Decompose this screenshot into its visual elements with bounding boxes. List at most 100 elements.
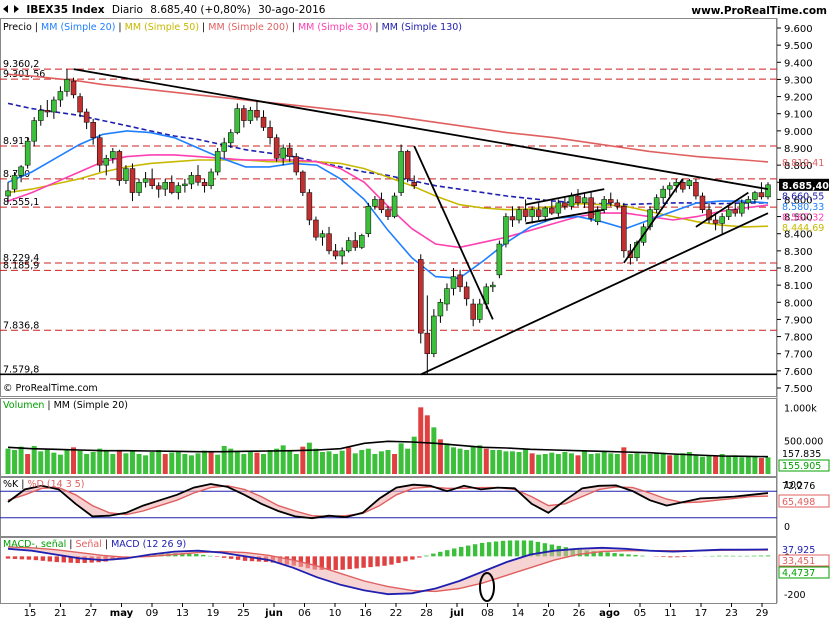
candle-body	[693, 182, 699, 197]
date-label: 06	[298, 608, 311, 619]
volume-bar	[110, 454, 116, 474]
macd-histogram-bar	[459, 546, 464, 557]
candle	[267, 120, 273, 145]
price-tick-label: 7.600	[784, 367, 813, 378]
candle	[306, 189, 313, 226]
stoch-tick-label: 0	[784, 522, 790, 533]
candle-body	[732, 209, 738, 214]
candle-body	[706, 209, 712, 221]
volume-bar	[660, 454, 666, 474]
volume-bar	[582, 451, 588, 474]
candle	[90, 118, 96, 145]
candle	[509, 206, 516, 227]
level-label: 8.555,1	[3, 197, 39, 208]
volume-bar	[483, 448, 489, 474]
candle-body	[581, 197, 588, 204]
candle-body	[286, 147, 293, 157]
stoch-d-box	[778, 494, 830, 508]
macd-histogram-bar	[61, 556, 66, 563]
candle-body	[123, 168, 129, 181]
volume-bar	[601, 450, 607, 474]
candle-body	[666, 185, 673, 190]
volume-bar	[162, 454, 168, 474]
prev-arrow-icon[interactable]	[3, 5, 8, 13]
candle-body	[247, 110, 254, 121]
macd-histogram-bar	[194, 554, 199, 557]
volume-bar	[359, 450, 365, 474]
macd-histogram-bar	[465, 545, 471, 557]
volume-bar	[490, 450, 496, 474]
stoch-k-line	[7, 483, 769, 520]
volume-bar	[588, 454, 594, 474]
candle	[332, 244, 339, 260]
volume-bar	[673, 454, 679, 474]
volume-bar	[182, 454, 188, 474]
candle-body	[313, 219, 319, 238]
macd-histogram-bar	[249, 556, 255, 562]
candle-body	[594, 209, 601, 222]
volume-bar	[627, 454, 633, 474]
candle-body	[221, 142, 227, 152]
volume-value-box	[778, 459, 830, 472]
candle-body	[319, 233, 326, 238]
macd-hist-value: 4,4737	[782, 568, 815, 579]
macd-histogram-bar	[382, 556, 387, 566]
date-label: may	[110, 608, 134, 619]
candle-body	[542, 207, 548, 217]
macd-histogram-bar	[208, 555, 213, 557]
candle-body	[391, 195, 398, 217]
candle	[208, 168, 214, 190]
candle	[319, 230, 326, 246]
candle	[450, 268, 457, 296]
candle	[162, 178, 168, 196]
macd-histogram-bar	[396, 556, 401, 563]
candle	[418, 254, 424, 344]
volume-bar	[215, 454, 221, 474]
candle	[70, 77, 77, 99]
macd-histogram-bar	[744, 555, 750, 557]
candle-body	[529, 209, 535, 217]
candle-body	[365, 206, 372, 234]
volume-bar	[129, 451, 135, 474]
candle	[129, 163, 136, 202]
macd-histogram-bar	[403, 556, 408, 562]
volume-bar	[333, 454, 339, 474]
macd-histogram-bar	[633, 555, 638, 557]
candle-body	[437, 302, 444, 317]
macd-histogram-bar	[612, 553, 617, 557]
date-label: 05	[634, 608, 647, 619]
price-tick-label: 8.100	[784, 281, 813, 292]
macd-line	[7, 546, 769, 596]
volume-bar	[726, 456, 732, 474]
volume-bar	[523, 448, 529, 474]
next-arrow-icon[interactable]	[13, 5, 19, 13]
candle	[516, 206, 522, 224]
ma-value-label: 8.819,41	[782, 158, 824, 169]
candle	[385, 206, 391, 220]
volume-bar	[51, 452, 57, 474]
legend-k: %K	[3, 479, 19, 490]
volume-legend: Volumen | MM (Simple 20)	[3, 400, 128, 411]
candle	[758, 182, 765, 200]
volume-bar	[25, 454, 31, 474]
candle-body	[267, 127, 273, 138]
date-label: 22	[390, 608, 403, 619]
candle	[234, 103, 241, 135]
candle	[719, 213, 725, 234]
candle-body	[699, 195, 706, 210]
macd-histogram-bar	[438, 551, 443, 557]
macd-histogram-bar	[417, 556, 422, 558]
macd-histogram-bar	[716, 555, 722, 557]
candle-body	[634, 242, 640, 258]
candle-body	[116, 151, 123, 181]
candle-body	[431, 315, 437, 354]
volume-bar	[509, 451, 515, 474]
price-tick-label: 7.900	[784, 315, 813, 326]
candle	[228, 129, 234, 148]
volume-bar	[411, 436, 417, 474]
volume-bar	[221, 446, 227, 474]
candle-body	[149, 178, 155, 186]
candle	[653, 194, 660, 214]
candle	[44, 100, 51, 118]
